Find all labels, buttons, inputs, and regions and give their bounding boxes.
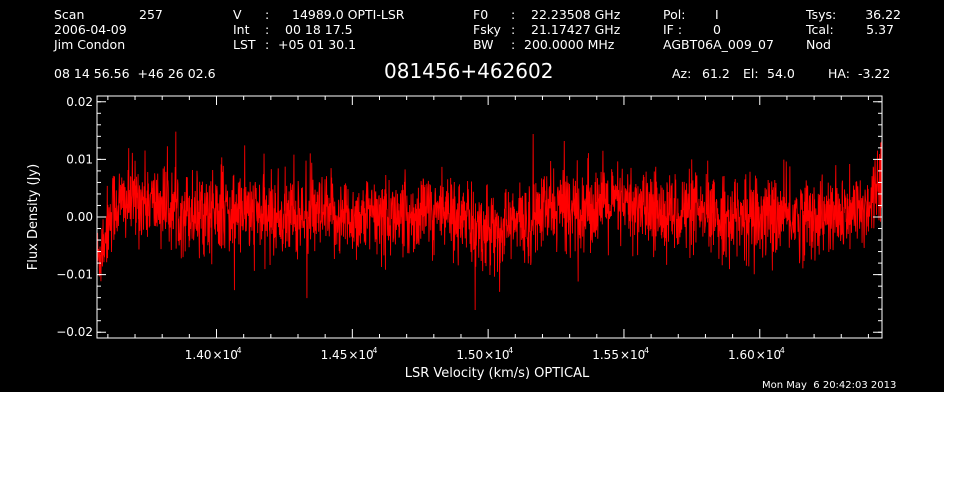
x-tick-mantissa: 1.40 <box>185 348 212 362</box>
x-tick-times: ×10 <box>348 348 373 362</box>
sky-frequency-value: 21.17427 GHz <box>531 22 621 37</box>
y-tick-label: 0.02 <box>66 95 93 109</box>
if-label: IF : <box>663 22 683 37</box>
if-value: 0 <box>713 22 721 37</box>
plot-timestamp: Mon May 6 20:42:03 2013 <box>762 380 897 391</box>
spectrum-line <box>96 131 883 311</box>
x-tick-label: 1.45 ×104 <box>321 346 378 362</box>
x-tick-label: 1.40 ×104 <box>185 346 242 362</box>
x-tick-times: ×10 <box>756 348 781 362</box>
x-tick-mantissa: 1.55 <box>592 348 619 362</box>
polarization-value: I <box>715 7 719 22</box>
x-tick-times: ×10 <box>213 348 238 362</box>
x-tick-label: 1.60 ×104 <box>728 346 785 362</box>
lst-value: +05 01 30.1 <box>278 37 357 52</box>
x-tick-exponent: 4 <box>780 346 785 355</box>
ticks-layer: 0.020.010.00−0.01−0.021.40 ×104 1.45 ×104 1.… <box>56 95 882 362</box>
x-tick-exponent: 4 <box>508 346 513 355</box>
observation-date: 2006-04-09 <box>54 22 127 37</box>
integration-label: Int <box>233 22 250 37</box>
hour-angle-label: HA: <box>828 66 850 81</box>
spectrum-panel: Scan 257 2006-04-09 Jim Condon V : 14989… <box>0 0 944 392</box>
colon-sep: : <box>265 22 270 37</box>
sky-frequency-label: Fsky <box>473 22 501 37</box>
lst-label: LST <box>233 37 256 52</box>
hour-angle-value: -3.22 <box>858 66 891 81</box>
x-tick-label: 1.50 ×104 <box>456 346 513 362</box>
tsys-label: Tsys: <box>806 7 837 22</box>
observer-name: Jim Condon <box>54 37 126 52</box>
x-tick-label: 1.55 ×104 <box>592 346 649 362</box>
velocity-value: 14989.0 OPTI-LSR <box>292 7 405 22</box>
azimuth-value: 61.2 <box>702 66 730 81</box>
bandwidth-label: BW <box>473 37 494 52</box>
y-tick-label: −0.02 <box>56 325 93 339</box>
spectrum-layer <box>96 131 883 311</box>
elevation-label: El: <box>743 66 759 81</box>
x-tick-times: ×10 <box>620 348 645 362</box>
x-tick-mantissa: 1.50 <box>456 348 483 362</box>
y-tick-label: −0.01 <box>56 268 93 282</box>
scan-value: 257 <box>139 7 163 22</box>
bandwidth-value: 200.0000 MHz <box>524 37 615 52</box>
colon-sep: : <box>511 37 516 52</box>
colon-sep: : <box>511 7 516 22</box>
polarization-label: Pol: <box>663 7 686 22</box>
x-tick-exponent: 4 <box>372 346 377 355</box>
scan-label: Scan <box>54 7 85 22</box>
x-tick-mantissa: 1.60 <box>728 348 755 362</box>
velocity-label: V <box>233 7 242 22</box>
tcal-label: Tcal: <box>806 22 834 37</box>
elevation-value: 54.0 <box>767 66 795 81</box>
y-tick-label: 0.01 <box>66 152 93 166</box>
project-id: AGBT06A_009_07 <box>663 37 774 52</box>
colon-sep: : <box>511 22 516 37</box>
source-coordinates: 08 14 56.56 +46 26 02.6 <box>54 66 216 81</box>
x-tick-times: ×10 <box>484 348 509 362</box>
y-axis-label: Flux Density (Jy) <box>26 164 41 270</box>
colon-sep: : <box>265 37 270 52</box>
x-axis-label: LSR Velocity (km/s) OPTICAL <box>405 366 590 381</box>
y-tick-label: 0.00 <box>66 210 93 224</box>
x-tick-mantissa: 1.45 <box>321 348 348 362</box>
source-name: 081456+462602 <box>384 59 554 83</box>
observing-mode: Nod <box>806 37 831 52</box>
x-tick-exponent: 4 <box>644 346 649 355</box>
flux-density-chart: 0.020.010.00−0.01−0.021.40 ×104 1.45 ×104 1.… <box>26 95 883 381</box>
colon-sep: : <box>265 7 270 22</box>
azimuth-label: Az: <box>672 66 692 81</box>
x-tick-exponent: 4 <box>237 346 242 355</box>
rest-frequency-label: F0 <box>473 7 489 22</box>
tcal-value: 5.37 <box>866 22 894 37</box>
integration-value: 00 18 17.5 <box>285 22 353 37</box>
rest-frequency-value: 22.23508 GHz <box>531 7 621 22</box>
tsys-value: 36.22 <box>865 7 901 22</box>
